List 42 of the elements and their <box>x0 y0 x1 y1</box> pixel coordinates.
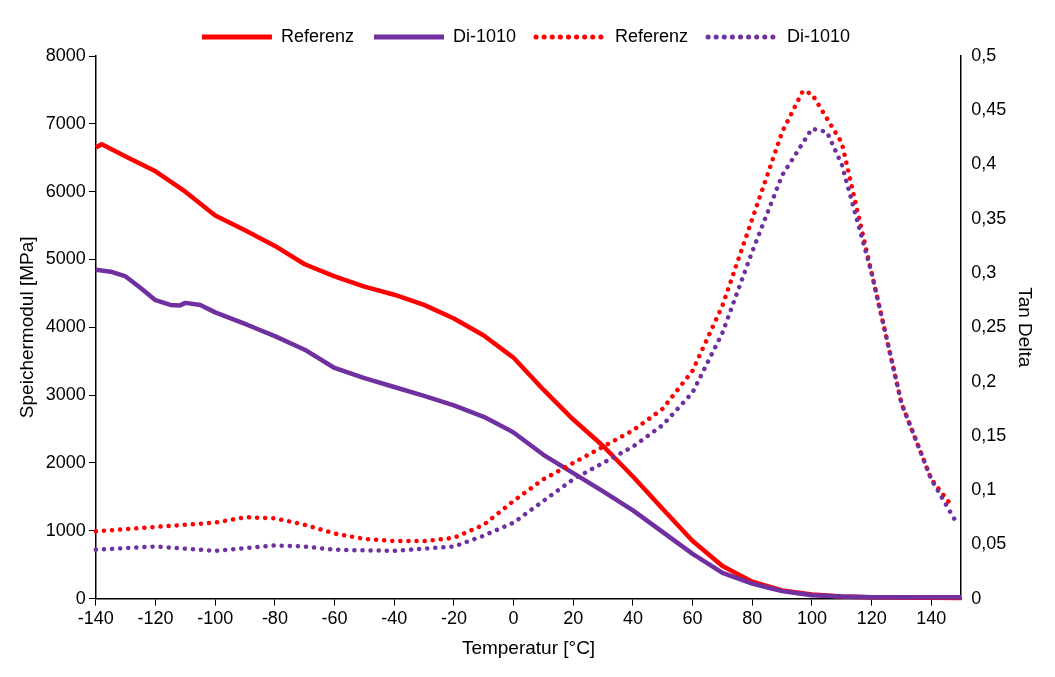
x-tick-label: 100 <box>796 608 827 629</box>
legend-label: Di-1010 <box>787 25 851 46</box>
legend-label: Di-1010 <box>452 25 517 46</box>
x-tick-label: 40 <box>622 608 643 629</box>
y-tick-label: 7000 <box>45 112 86 133</box>
x-tick-label: -140 <box>77 608 114 629</box>
y-tick-label: 5000 <box>45 248 86 269</box>
x-tick-label: 0 <box>508 608 519 629</box>
y2-tick-label: 0,15 <box>971 424 1007 445</box>
x-tick-label: -20 <box>440 608 467 629</box>
y2-tick-label: 0,05 <box>971 533 1007 554</box>
y2-tick-label: 0,5 <box>971 44 997 65</box>
y-tick-label: 2000 <box>45 451 86 472</box>
x-tick-label: 60 <box>682 608 703 629</box>
y2-axis-title: Tan Delta <box>1015 287 1037 368</box>
y-tick-label: 8000 <box>45 44 86 65</box>
y2-tick-label: 0,4 <box>971 153 997 174</box>
x-tick-label: -120 <box>137 608 174 629</box>
x-tick-label: -100 <box>197 608 234 629</box>
y-tick-label: 6000 <box>45 180 86 201</box>
legend-label: Referenz <box>615 25 689 46</box>
y2-tick-label: 0,35 <box>971 207 1007 228</box>
x-tick-label: -80 <box>261 608 288 629</box>
x-tick-label: 80 <box>742 608 763 629</box>
x-tick-label: -60 <box>321 608 348 629</box>
x-tick-label: 140 <box>916 608 947 629</box>
x-tick-label: 20 <box>563 608 584 629</box>
y-tick-label: 1000 <box>45 519 86 540</box>
y-axis-title: Speichermodul [MPa] <box>15 236 37 419</box>
y-tick-label: 0 <box>75 587 86 608</box>
y-tick-label: 3000 <box>45 384 86 405</box>
y2-tick-label: 0,2 <box>971 370 997 391</box>
y2-tick-label: 0,45 <box>971 99 1007 120</box>
y2-tick-label: 0,25 <box>971 316 1007 337</box>
y2-tick-label: 0,3 <box>971 262 997 283</box>
legend-label: Referenz <box>280 25 354 46</box>
y2-tick-label: 0,1 <box>971 479 997 500</box>
x-tick-label: -40 <box>381 608 408 629</box>
x-tick-label: 120 <box>856 608 887 629</box>
y-tick-label: 4000 <box>45 316 86 337</box>
x-axis-title: Temperatur [°C] <box>461 636 596 658</box>
y2-tick-label: 0 <box>971 587 982 608</box>
